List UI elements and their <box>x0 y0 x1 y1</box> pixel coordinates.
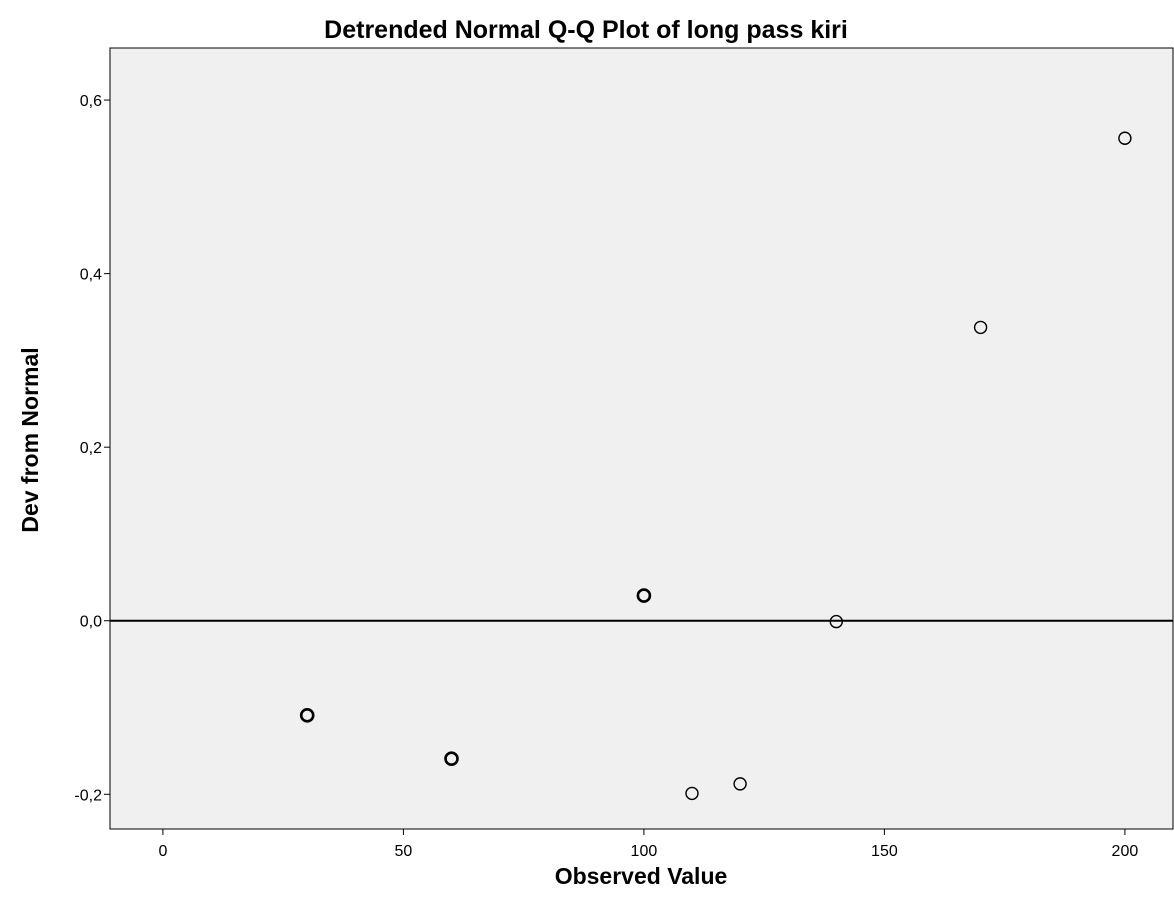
x-tick-label: 150 <box>871 843 898 860</box>
data-point <box>973 320 988 335</box>
y-tick-label: 0,0 <box>80 614 102 631</box>
y-axis: -0,2 0,0 0,2 0,4 0,6 <box>74 93 110 804</box>
plot-area <box>109 47 1174 830</box>
chart-title: Detrended Normal Q-Q Plot of long pass k… <box>324 16 848 44</box>
x-tick-label: 50 <box>395 843 413 860</box>
y-tick-label: 0,2 <box>80 440 102 457</box>
data-point <box>299 708 315 723</box>
x-tick-label: 200 <box>1112 843 1139 860</box>
y-tick-label: -0,2 <box>74 787 102 804</box>
data-points <box>299 131 1132 801</box>
data-point <box>636 588 652 603</box>
data-point <box>733 777 747 791</box>
x-tick-label: 100 <box>631 843 658 860</box>
y-tick-label: 0,6 <box>80 93 102 110</box>
y-tick-label: 0,4 <box>80 267 102 284</box>
data-point <box>685 786 699 801</box>
x-axis: 0 50 100 150 200 <box>158 829 1138 860</box>
y-axis-title: Dev from Normal <box>17 347 43 532</box>
data-point <box>829 614 844 629</box>
x-tick-label: 0 <box>158 843 167 860</box>
x-axis-title: Observed Value <box>555 863 728 889</box>
data-point <box>444 751 459 767</box>
data-point <box>1118 131 1132 145</box>
